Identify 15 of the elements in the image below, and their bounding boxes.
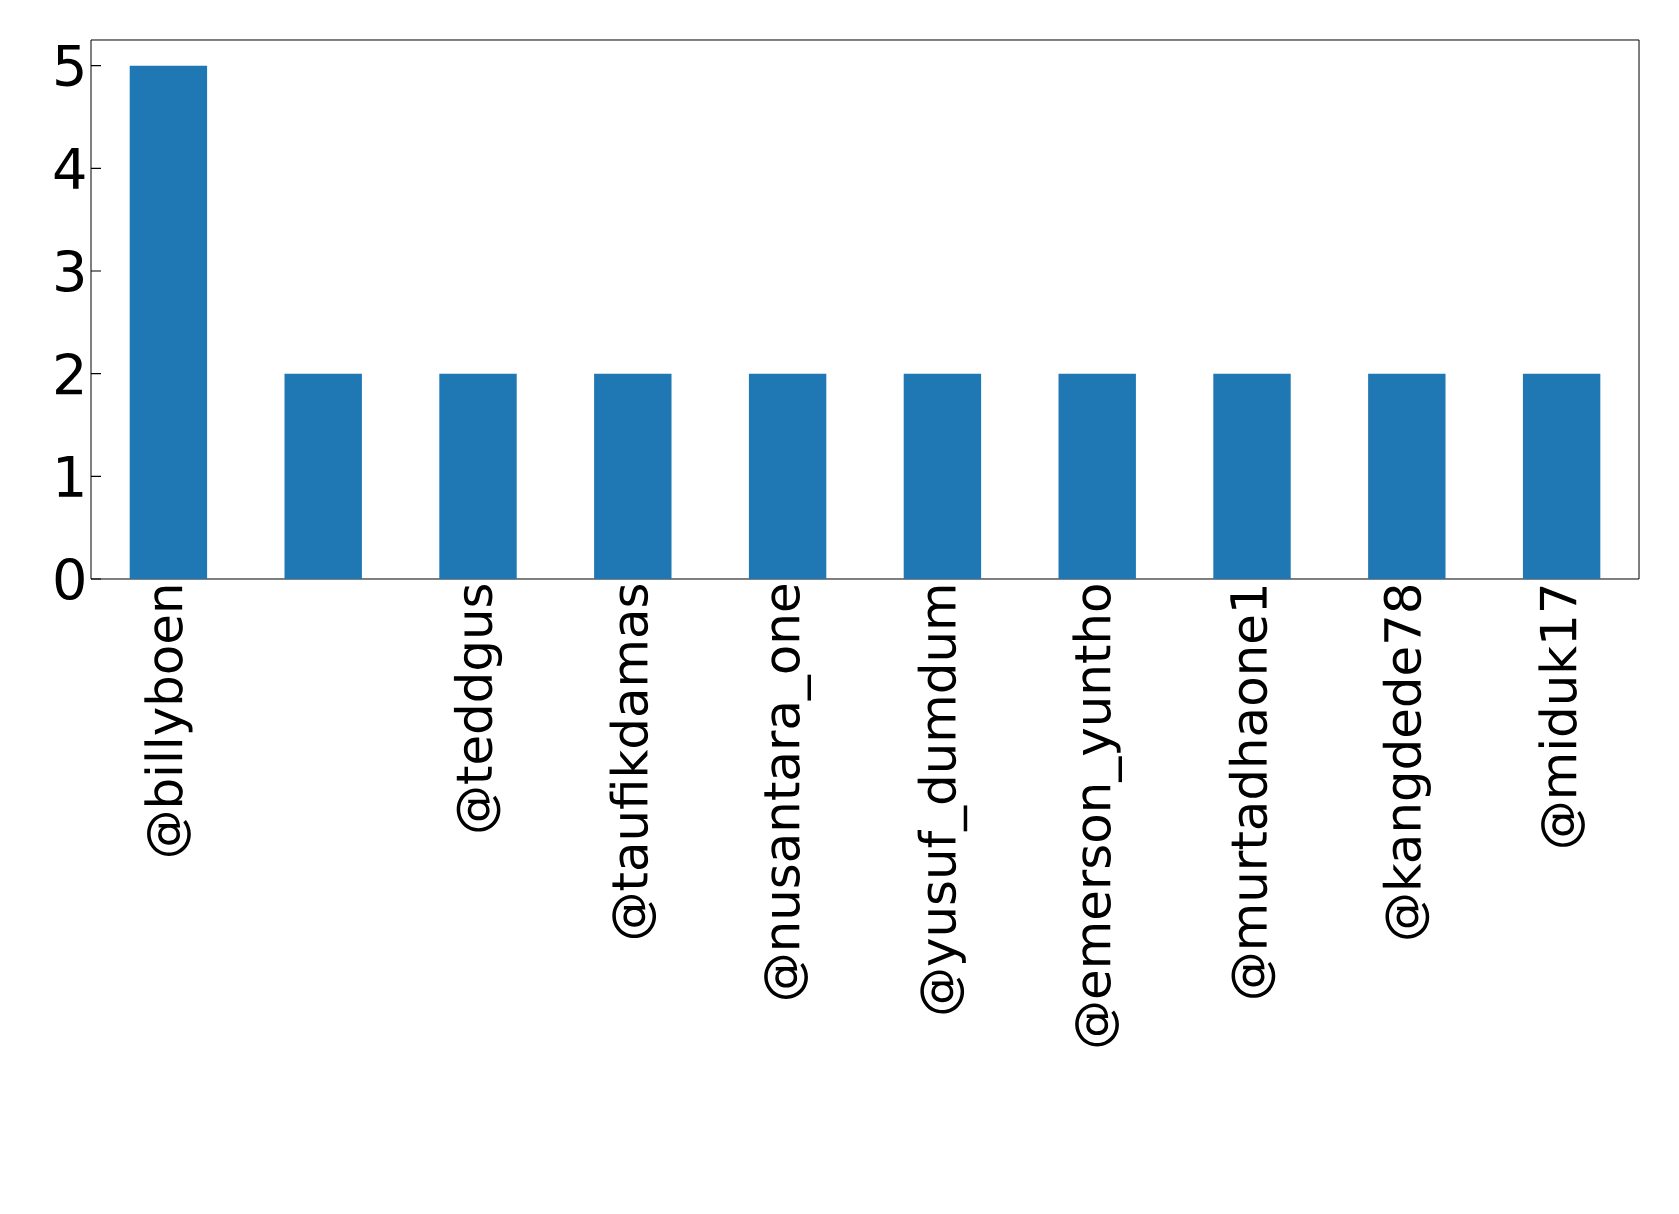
y-tick-label: 3 <box>56 249 84 293</box>
y-tick-label: 1 <box>58 455 83 497</box>
x-tick-label: @taufikdamas <box>609 584 657 939</box>
x-tick-label: @billyboen <box>144 586 193 856</box>
x-tick-label: @miduk17 <box>1538 586 1585 847</box>
y-tick-label: 2 <box>56 352 82 395</box>
x-tick-label: @emerson_yuntho <box>1072 585 1123 1047</box>
x-tick-label: @kangdede78 <box>1382 585 1431 939</box>
y-tick-label: 0 <box>55 557 84 601</box>
x-tick-label: @nusantara_one <box>764 585 812 999</box>
x-tick-label: @murtadhaone1 <box>1228 587 1276 998</box>
y-tick-label: 4 <box>54 147 85 189</box>
y-tick-label: 5 <box>56 44 83 87</box>
x-tick-label: @teddgus <box>453 584 503 832</box>
x-tick-label: @yusuf_dumdum <box>917 586 968 1014</box>
